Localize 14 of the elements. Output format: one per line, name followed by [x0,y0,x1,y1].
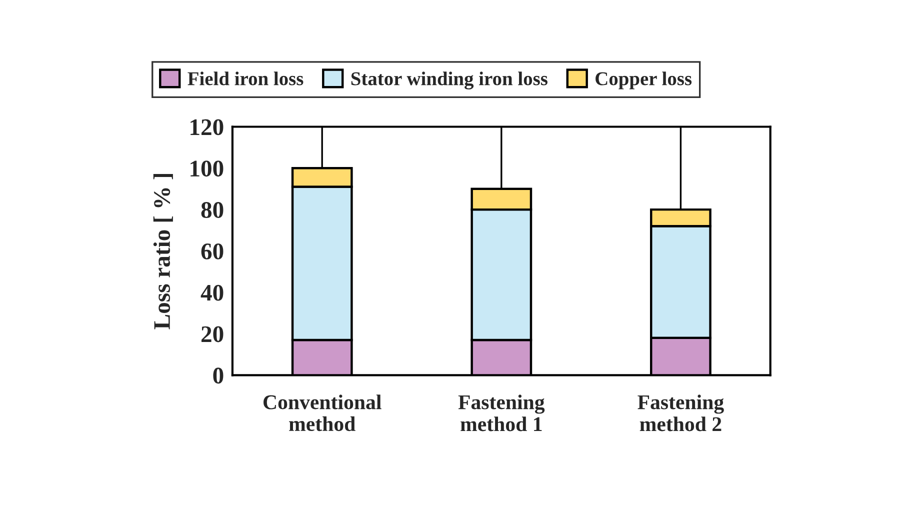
y-axis-title: Loss ratio [ % ] [153,174,173,330]
y-tick-label: 120 [190,119,224,136]
y-tick-label: 20 [202,326,224,342]
y-tick-label: 60 [201,243,224,260]
y-tick-label: 100 [190,160,224,177]
x-tick-label: Fastening method 1 [458,394,545,432]
y-tick-label: 0 [213,368,224,384]
x-tick-label: Fastening method 2 [638,394,724,432]
y-tick-label: 40 [200,284,224,301]
y-tick-label: 80 [201,202,224,218]
legend-label: Field iron loss [188,72,304,86]
legend-label: Stator winding iron loss [351,72,548,90]
legend-label: Copper loss [596,72,692,90]
x-tick-label: Conventional method [264,394,382,432]
